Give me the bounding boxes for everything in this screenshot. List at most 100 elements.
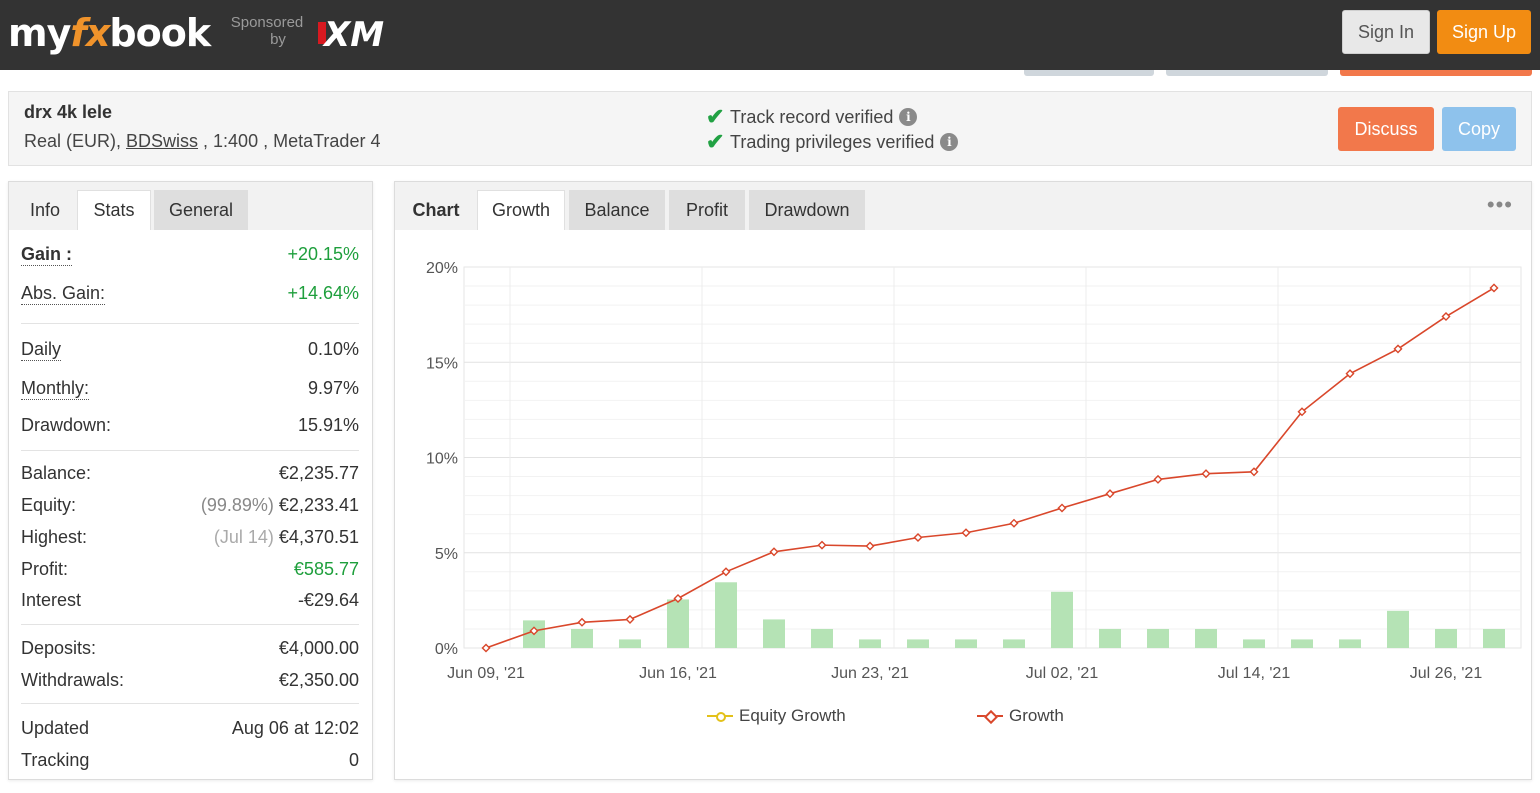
y-tick-label: 20% bbox=[426, 260, 458, 277]
stat-deposits: Deposits: €4,000.00 bbox=[21, 638, 359, 659]
tab-chart: Chart bbox=[412, 199, 460, 220]
sponsored-text: Sponsored bbox=[230, 14, 304, 31]
info-icon[interactable]: i bbox=[899, 108, 918, 126]
sign-up-button[interactable]: Sign Up bbox=[1437, 10, 1531, 54]
system-name: drx 4k lele bbox=[24, 102, 113, 122]
daily-bar bbox=[1435, 628, 1457, 648]
stat-abs-gain: Abs. Gain: +14.64% bbox=[21, 283, 359, 305]
stat-equity: Equity: (99.89%) €2,233.41 bbox=[21, 495, 359, 516]
tab-stats[interactable]: Stats bbox=[77, 190, 151, 230]
tab-profit[interactable]: Profit bbox=[669, 190, 745, 230]
account-details: Real (EUR), BDSwiss , 1:400 , MetaTrader… bbox=[24, 131, 380, 152]
hidden-nav-button-2[interactable] bbox=[1166, 70, 1328, 76]
drawdown-label: Drawdown: bbox=[21, 415, 112, 435]
growth-point bbox=[673, 593, 683, 603]
daily-bar bbox=[859, 639, 881, 648]
logo-prefix: my bbox=[8, 11, 71, 55]
growth-point bbox=[1345, 369, 1355, 379]
stat-interest: Interest -€29.64 bbox=[21, 590, 359, 611]
interest-label: Interest bbox=[21, 590, 82, 610]
growth-point bbox=[1057, 503, 1067, 513]
track-record-text: Track record verified bbox=[730, 106, 894, 127]
equity-growth-swatch bbox=[707, 710, 733, 722]
tab-growth[interactable]: Growth bbox=[477, 190, 565, 230]
hidden-nav-button-1[interactable] bbox=[1024, 70, 1154, 76]
xm-logo-text: XM bbox=[322, 15, 384, 52]
equity-value: €2,233.41 bbox=[278, 495, 359, 515]
sign-in-button[interactable]: Sign In bbox=[1342, 10, 1430, 54]
growth-series-points bbox=[481, 283, 1499, 653]
x-tick-label: Jul 26, '21 bbox=[1410, 665, 1483, 682]
growth-chart: 0%5%10%15%20% Jun 09, '21 Jun 16, '21 Jun … bbox=[426, 260, 1522, 682]
abs-gain-label[interactable]: Abs. Gain: bbox=[21, 283, 106, 305]
highest-date: (Jul 14) bbox=[213, 527, 274, 547]
monthly-label[interactable]: Monthly: bbox=[21, 378, 90, 400]
copy-button[interactable]: Copy bbox=[1442, 107, 1516, 151]
growth-point bbox=[865, 541, 875, 551]
xm-logo[interactable]: XM bbox=[316, 14, 400, 52]
trading-privileges-verified: ✔ Trading privileges verified i bbox=[706, 129, 959, 155]
growth-point bbox=[913, 532, 923, 543]
tracking-value: 0 bbox=[348, 750, 359, 770]
growth-point bbox=[1489, 283, 1499, 293]
growth-point bbox=[1105, 489, 1115, 499]
divider bbox=[21, 323, 359, 324]
broker-link[interactable]: BDSwiss bbox=[126, 131, 199, 151]
tab-general[interactable]: General bbox=[154, 190, 248, 230]
growth-point bbox=[1009, 518, 1019, 528]
updated-label: Updated bbox=[21, 718, 90, 738]
top-navigation-bar: my fx book Sponsored by XM Sign In Sign Up bbox=[0, 0, 1540, 70]
daily-bar bbox=[1387, 610, 1409, 648]
equity-percent: (99.89%) bbox=[200, 495, 274, 515]
tab-info[interactable]: Info bbox=[29, 199, 61, 220]
growth-point bbox=[769, 547, 779, 557]
highest-value: €4,370.51 bbox=[278, 527, 359, 547]
legend-growth-label: Growth bbox=[1009, 706, 1064, 725]
y-axis-ticks: 0% 5% 10% 15% 20% bbox=[426, 260, 458, 658]
daily-bar bbox=[619, 639, 641, 648]
x-tick-label: Jul 02, '21 bbox=[1026, 665, 1099, 682]
daily-bar bbox=[1339, 639, 1361, 648]
withdrawals-value: €2,350.00 bbox=[278, 670, 359, 690]
daily-label[interactable]: Daily bbox=[21, 339, 62, 361]
y-tick-label: 0% bbox=[435, 641, 458, 658]
divider bbox=[21, 450, 359, 451]
daily-bar bbox=[955, 639, 977, 648]
stat-daily: Daily 0.10% bbox=[21, 339, 359, 361]
chart-tab-bar: Chart Growth Balance Profit Drawdown bbox=[395, 182, 1531, 230]
check-icon: ✔ bbox=[706, 129, 725, 154]
daily-bar bbox=[1195, 628, 1217, 648]
growth-point bbox=[1297, 407, 1307, 417]
growth-point bbox=[817, 540, 827, 550]
check-icon: ✔ bbox=[706, 104, 725, 129]
daily-value: 0.10% bbox=[307, 339, 359, 359]
balance-value: €2,235.77 bbox=[278, 463, 359, 483]
x-tick-label: Jul 14, '21 bbox=[1218, 665, 1291, 682]
stat-drawdown: Drawdown: 15.91% bbox=[21, 415, 359, 436]
legend-equity-growth-label: Equity Growth bbox=[739, 706, 846, 725]
tab-drawdown[interactable]: Drawdown bbox=[749, 190, 865, 230]
stat-balance: Balance: €2,235.77 bbox=[21, 463, 359, 484]
stat-withdrawals: Withdrawals: €2,350.00 bbox=[21, 670, 359, 691]
growth-series-line bbox=[485, 287, 1495, 649]
daily-bar bbox=[1483, 628, 1505, 648]
daily-bar bbox=[1243, 639, 1265, 648]
hidden-nav-button-3[interactable] bbox=[1340, 70, 1532, 76]
legend-equity-growth[interactable]: Equity Growth bbox=[707, 706, 846, 726]
daily-bar bbox=[907, 639, 929, 648]
more-options-icon[interactable]: ••• bbox=[1486, 192, 1513, 217]
x-tick-label: Jun 09, '21 bbox=[447, 665, 525, 682]
tab-balance[interactable]: Balance bbox=[569, 190, 665, 230]
info-icon[interactable]: i bbox=[940, 133, 959, 151]
legend-growth[interactable]: Growth bbox=[977, 706, 1064, 726]
interest-value: -€29.64 bbox=[297, 590, 359, 610]
gain-label[interactable]: Gain : bbox=[21, 244, 73, 266]
discuss-button[interactable]: Discuss bbox=[1338, 107, 1434, 151]
y-tick-label: 15% bbox=[426, 355, 458, 372]
daily-bar bbox=[667, 599, 689, 648]
growth-point bbox=[625, 614, 635, 624]
tracking-label: Tracking bbox=[21, 750, 90, 770]
myfxbook-logo[interactable]: my fx book bbox=[8, 8, 211, 58]
leverage-platform: , 1:400 , MetaTrader 4 bbox=[198, 131, 381, 151]
system-info-bar: drx 4k lele Real (EUR), BDSwiss , 1:400 … bbox=[8, 91, 1532, 166]
